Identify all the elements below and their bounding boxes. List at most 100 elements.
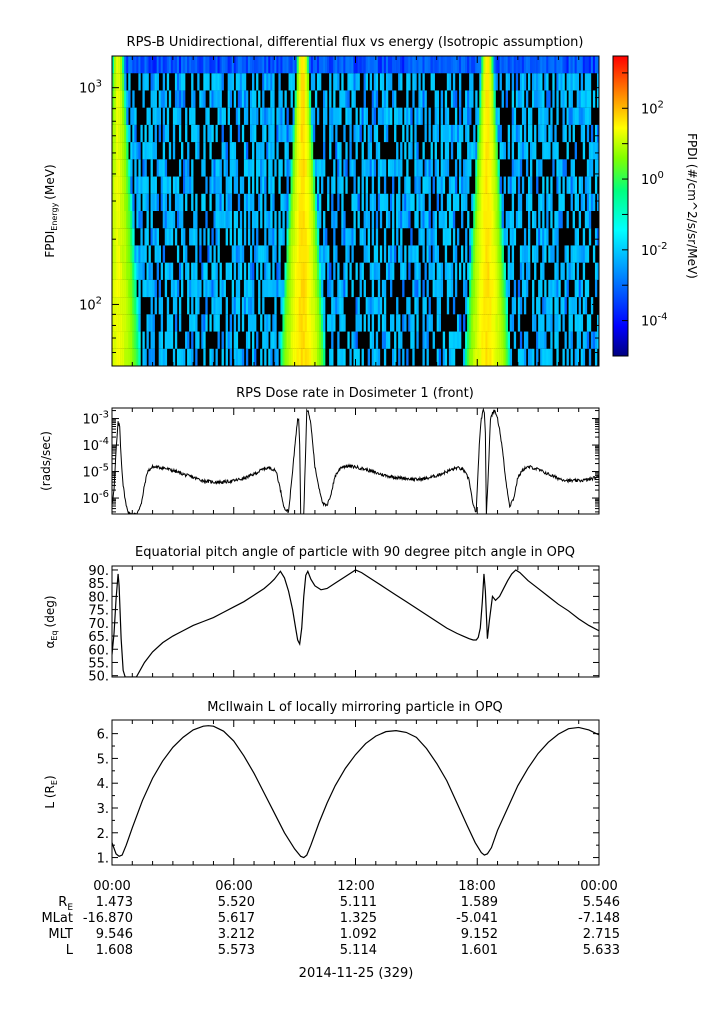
spectrogram-cell	[371, 176, 375, 194]
spectrogram-cell	[180, 348, 184, 366]
spectrogram-cell	[592, 142, 596, 160]
spectrogram-cell	[392, 211, 395, 229]
spectrogram-cell	[509, 211, 513, 229]
spectrogram-cell	[493, 90, 496, 108]
spectrogram-cell	[536, 297, 539, 315]
spectrogram-cell	[211, 90, 214, 108]
spectrogram-cell	[286, 176, 289, 194]
spectrogram-cell	[142, 56, 145, 74]
spectrogram-cell	[501, 193, 504, 211]
spectrogram-cell	[213, 297, 216, 315]
spectrogram-cell	[536, 228, 539, 246]
spectrogram-cell	[483, 348, 486, 366]
spectrogram-cell	[511, 107, 515, 125]
spectrogram-cell	[278, 124, 281, 143]
spectrogram-cell	[493, 348, 496, 366]
spectrogram-cell	[513, 279, 517, 298]
spectrogram-cell	[130, 107, 133, 125]
spectrogram-cell	[298, 56, 302, 74]
spectrogram-cell	[189, 56, 192, 74]
spectrogram-cell	[517, 211, 521, 229]
spectrogram-cell	[584, 176, 588, 194]
spectrogram-cell	[542, 331, 545, 349]
spectrogram-cell	[471, 262, 474, 280]
spectrogram-cell	[264, 56, 267, 74]
spectrogram-cell	[201, 90, 204, 108]
spectrogram-cell	[452, 228, 456, 246]
spectrogram-cell	[485, 331, 488, 349]
spectrogram-cell	[497, 107, 500, 125]
spectrogram-cell	[499, 348, 502, 366]
spectrogram-cell	[481, 107, 484, 125]
spectrogram-cell	[337, 262, 340, 280]
spectrogram-cell	[588, 314, 592, 332]
spectrogram-cell	[166, 73, 170, 91]
spectrogram-cell	[424, 297, 427, 315]
spectrogram-cell	[286, 297, 289, 315]
spectrogram-cell	[268, 348, 271, 366]
spectrogram-cell	[442, 56, 446, 74]
spectrogram-cell	[300, 142, 304, 160]
spectrogram-cell	[479, 107, 482, 125]
spectrogram-cell	[576, 193, 580, 211]
spectrogram-cell	[278, 279, 281, 298]
spectrogram-cell	[126, 56, 129, 74]
spectrogram-cell	[422, 245, 425, 263]
spectrogram-cell	[341, 211, 344, 229]
spectrogram-cell	[229, 331, 233, 349]
spectrogram-cell	[294, 262, 297, 280]
spectrogram-cell	[120, 262, 123, 280]
spectrogram-cell	[396, 193, 399, 211]
spectrogram-cell	[568, 56, 571, 74]
spectrogram-cell	[458, 90, 462, 108]
dose-ytick-label-exp: -6	[99, 489, 109, 500]
spectrogram-cell	[572, 56, 575, 74]
spectrogram-cell	[219, 73, 222, 91]
spectrogram-cell	[446, 159, 450, 177]
dose-ytick-label-exp: -5	[99, 463, 109, 474]
spectrogram-cell	[162, 176, 166, 194]
spectrogram-cell	[521, 262, 525, 280]
spectrogram-cell	[178, 56, 182, 74]
spectrogram-cell	[156, 193, 159, 211]
spectrogram-cell	[296, 193, 299, 211]
spectrogram-cell	[422, 142, 425, 160]
spectrogram-cell	[416, 193, 419, 211]
spectrogram-cell	[369, 124, 373, 143]
spectrogram-cell	[136, 314, 139, 332]
spectrogram-cell	[187, 348, 190, 366]
spectrogram-cell	[132, 228, 135, 246]
spectrogram-cell	[367, 297, 371, 315]
spectrogram-cell	[195, 142, 198, 160]
spectrogram-cell	[312, 348, 316, 366]
spectrogram-cell	[195, 228, 198, 246]
spectrogram-cell	[505, 279, 508, 298]
colorbar-tick-label: 100	[641, 170, 664, 188]
spectrogram-cell	[430, 262, 433, 280]
spectrogram-cell	[523, 107, 527, 125]
spectrogram-cell	[497, 211, 500, 229]
spectrogram-cell	[458, 73, 462, 91]
spectrogram-cell	[178, 314, 182, 332]
spectrogram-cell	[288, 228, 291, 246]
spectrogram-cell	[363, 314, 366, 332]
spectrogram-cell	[491, 228, 494, 246]
spectrogram-cell	[416, 142, 419, 160]
spectrogram-cell	[217, 211, 220, 229]
spectrogram-cell	[205, 262, 208, 280]
spectrogram-cell	[389, 245, 393, 263]
lshell-line	[112, 725, 599, 859]
spectrogram-cell	[406, 56, 409, 74]
spectrogram-cell	[294, 176, 297, 194]
spectrogram-ytick-label: 102	[79, 295, 102, 313]
spectrogram-cell	[532, 245, 535, 263]
spectrogram-cell	[410, 124, 413, 143]
spectrogram-cell	[205, 73, 208, 91]
spectrogram-cell	[154, 228, 157, 246]
spectrogram-cell	[594, 142, 598, 160]
spectrogram-cell	[274, 314, 277, 332]
spectrogram-cell	[245, 348, 249, 366]
spectrogram-cell	[296, 245, 299, 263]
spectrogram-cell	[260, 142, 263, 160]
spectrogram-cell	[316, 262, 320, 280]
